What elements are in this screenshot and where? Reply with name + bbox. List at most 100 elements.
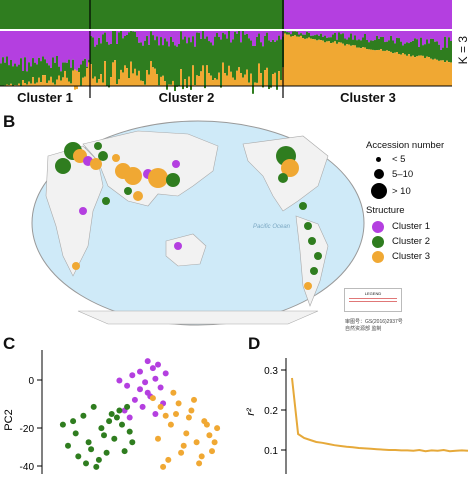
structure-bar-segment [50,68,52,77]
structure-bar-segment [362,37,364,47]
structure-bar-top [362,0,364,30]
structure-bar-top [102,0,104,30]
structure-bar-top [150,0,152,30]
structure-bar-segment [120,31,122,70]
structure-bar-segment [174,45,176,91]
pca-point [119,422,125,428]
cluster-2-label: Cluster 2 [90,90,283,105]
structure-bar-top [316,0,318,30]
structure-bar-top [98,0,100,30]
structure-bar-segment [84,77,86,86]
structure-bar-top [372,0,374,30]
structure-bar-segment [254,82,256,86]
structure-bar-segment [38,58,40,78]
structure-bar-segment [52,57,54,82]
structure-bar-segment [124,65,126,86]
structure-bar-top [366,0,368,30]
accession-point [79,207,87,215]
structure-bar-top [92,0,94,30]
pca-point [212,439,218,445]
structure-c3-dot [372,251,384,263]
accession-point [304,222,312,230]
structure-bar-segment [232,30,234,39]
structure-bar-segment [332,35,334,43]
structure-bar-segment [6,57,8,85]
structure-bar-segment [32,58,34,77]
structure-bar-segment [246,70,248,86]
structure-bar-segment [258,34,260,64]
accession-point [278,173,288,183]
structure-bar-segment [278,36,280,71]
structure-bar-segment [326,30,328,38]
structure-bar-segment [296,36,298,86]
structure-bar-segment [316,35,318,41]
structure-bar-top [410,0,412,30]
size-small-dot [376,157,381,162]
structure-bar-segment [66,30,68,63]
structure-bar-segment [368,49,370,86]
structure-bar-segment [130,62,132,86]
structure-bar-segment [58,30,60,67]
pca-point [163,413,169,419]
structure-bar-segment [218,37,220,73]
structure-bar-segment [204,30,206,39]
structure-bar-segment [340,43,342,86]
structure-bar-top [386,0,388,30]
structure-bar-segment [346,40,348,45]
structure-bar-segment [160,37,162,77]
structure-bar-top [428,0,430,30]
structure-bar-segment [56,56,58,80]
structure-bar-top [28,0,30,30]
structure-bar-segment [8,65,10,85]
structure-bar-segment [50,77,52,86]
structure-bar-segment [24,57,26,83]
structure-bar-segment [104,61,106,86]
structure-legend-title: Structure [366,205,405,216]
structure-bar-segment [348,30,350,37]
accession-point [98,151,108,161]
structure-bar-segment [344,38,346,45]
structure-bar-segment [382,37,384,51]
structure-bar-top [212,0,214,30]
structure-bar-segment [302,35,304,38]
structure-bar-segment [266,33,268,68]
pca-point [155,436,161,442]
structure-bar-segment [182,30,184,39]
structure-bar-segment [356,30,358,40]
structure-bar-segment [122,30,124,38]
structure-bar-segment [106,42,108,86]
structure-bar-top [134,0,136,30]
structure-bar-segment [404,44,406,55]
map-credit-1: 审图号：GS(2016)2937号 [345,318,403,325]
pca-point [104,450,110,456]
structure-bar-segment [86,67,88,69]
structure-bar-segment [38,30,40,58]
structure-bar-segment [20,30,22,58]
structure-bar-segment [348,45,350,86]
structure-bar-segment [278,71,280,86]
structure-bar-segment [176,47,178,87]
structure-bar-segment [350,46,352,86]
structure-bar-segment [388,30,390,40]
structure-bar-segment [412,30,414,41]
structure-bar-segment [0,63,2,86]
structure-bar-segment [392,53,394,86]
structure-bar-segment [108,30,110,45]
structure-bar-top [422,0,424,30]
structure-bar-segment [292,36,294,86]
structure-bar-top [440,0,442,30]
structure-bar-top [276,0,278,30]
accession-point [94,142,102,150]
structure-bar-segment [428,30,430,43]
structure-bar-segment [186,30,188,43]
structure-bar-segment [94,47,96,77]
structure-bar-segment [60,30,62,71]
structure-bar-segment [216,33,218,80]
structure-bar-top [218,0,220,30]
structure-bar-segment [92,79,94,86]
structure-bar-top [60,0,62,30]
structure-bar-segment [82,30,84,61]
structure-bar-segment [126,35,128,68]
structure-bar-segment [418,56,420,86]
structure-bar-top [256,0,258,30]
